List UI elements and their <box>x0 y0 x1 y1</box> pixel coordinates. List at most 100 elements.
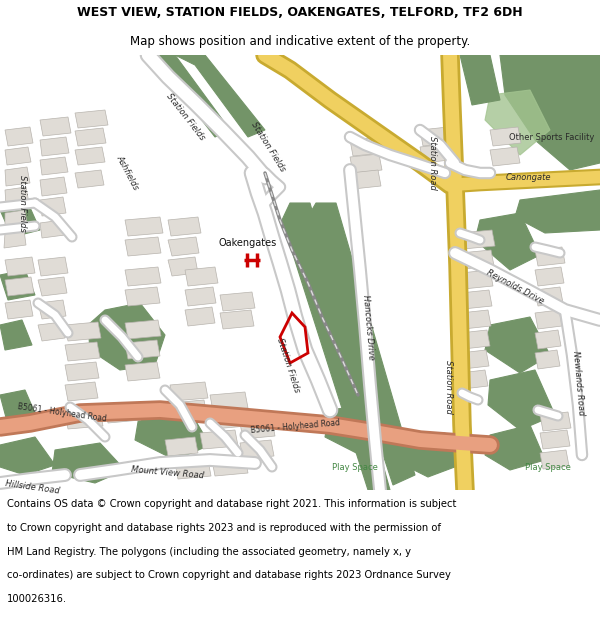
Polygon shape <box>240 440 274 459</box>
Text: Hancocks Drive: Hancocks Drive <box>361 294 376 360</box>
Polygon shape <box>460 310 491 329</box>
Polygon shape <box>535 330 561 349</box>
Polygon shape <box>220 310 254 329</box>
Polygon shape <box>5 127 33 146</box>
Text: Station Fields: Station Fields <box>17 174 26 231</box>
Text: Station Fields: Station Fields <box>275 337 301 393</box>
Polygon shape <box>485 425 545 470</box>
Polygon shape <box>38 322 65 341</box>
Polygon shape <box>5 257 35 276</box>
Polygon shape <box>0 270 35 300</box>
Polygon shape <box>460 270 493 289</box>
Polygon shape <box>168 217 201 236</box>
Polygon shape <box>185 287 216 306</box>
Polygon shape <box>75 147 105 165</box>
Polygon shape <box>490 147 520 166</box>
Polygon shape <box>40 157 68 175</box>
Text: Station Road: Station Road <box>443 360 452 414</box>
Polygon shape <box>0 203 40 237</box>
Polygon shape <box>40 197 66 216</box>
Polygon shape <box>135 403 210 460</box>
Polygon shape <box>40 137 69 156</box>
Polygon shape <box>212 457 248 476</box>
Polygon shape <box>420 127 451 146</box>
Polygon shape <box>125 237 161 256</box>
Text: HM Land Registry. The polygons (including the associated geometry, namely x, y: HM Land Registry. The polygons (includin… <box>7 547 411 557</box>
Polygon shape <box>282 203 390 490</box>
Polygon shape <box>175 460 211 479</box>
Polygon shape <box>350 137 383 156</box>
Text: Play Space: Play Space <box>332 462 378 471</box>
Text: WEST VIEW, STATION FIELDS, OAKENGATES, TELFORD, TF2 6DH: WEST VIEW, STATION FIELDS, OAKENGATES, T… <box>77 6 523 19</box>
Polygon shape <box>535 267 564 286</box>
Polygon shape <box>490 127 521 146</box>
Polygon shape <box>175 55 265 137</box>
Polygon shape <box>40 177 67 196</box>
Text: Play Space: Play Space <box>525 462 571 471</box>
Polygon shape <box>460 55 500 105</box>
Polygon shape <box>210 410 247 429</box>
Polygon shape <box>210 392 248 411</box>
Polygon shape <box>400 433 460 477</box>
Polygon shape <box>38 300 66 319</box>
Polygon shape <box>65 322 101 341</box>
Polygon shape <box>75 110 108 128</box>
Polygon shape <box>0 320 32 350</box>
Polygon shape <box>75 170 104 188</box>
Polygon shape <box>5 277 34 296</box>
Text: Oakengates: Oakengates <box>219 238 277 248</box>
Polygon shape <box>5 210 27 228</box>
Text: to Crown copyright and database rights 2023 and is reproduced with the permissio: to Crown copyright and database rights 2… <box>7 523 441 533</box>
Polygon shape <box>420 144 450 163</box>
Polygon shape <box>535 350 560 369</box>
Text: Hillside Road: Hillside Road <box>4 479 60 495</box>
Polygon shape <box>170 400 207 419</box>
Text: Station Fields: Station Fields <box>249 121 287 174</box>
Polygon shape <box>535 247 565 266</box>
Text: 100026316.: 100026316. <box>7 594 67 604</box>
Polygon shape <box>325 403 405 460</box>
Polygon shape <box>5 187 29 206</box>
Polygon shape <box>185 307 215 326</box>
Text: co-ordinates) are subject to Crown copyright and database rights 2023 Ordnance S: co-ordinates) are subject to Crown copyr… <box>7 571 451 581</box>
Polygon shape <box>460 330 490 349</box>
Polygon shape <box>306 203 415 485</box>
Polygon shape <box>125 267 161 286</box>
Polygon shape <box>460 230 495 249</box>
Text: Newlands Road: Newlands Road <box>571 350 586 416</box>
Polygon shape <box>540 450 569 469</box>
Polygon shape <box>460 250 494 269</box>
Polygon shape <box>540 412 571 431</box>
Polygon shape <box>515 190 600 233</box>
Polygon shape <box>75 128 106 146</box>
Polygon shape <box>168 237 199 256</box>
Polygon shape <box>65 362 99 381</box>
Polygon shape <box>125 287 160 306</box>
Polygon shape <box>475 213 540 270</box>
Text: Map shows position and indicative extent of the property.: Map shows position and indicative extent… <box>130 35 470 48</box>
Polygon shape <box>460 370 488 389</box>
Polygon shape <box>5 300 33 319</box>
Polygon shape <box>170 382 208 401</box>
Polygon shape <box>0 390 38 425</box>
Polygon shape <box>65 342 100 361</box>
Polygon shape <box>485 90 550 155</box>
Polygon shape <box>125 217 163 236</box>
Polygon shape <box>40 220 65 238</box>
Text: Ashfields: Ashfields <box>115 154 141 192</box>
Text: Mount View Road: Mount View Road <box>131 466 205 481</box>
Polygon shape <box>125 340 160 359</box>
Polygon shape <box>4 230 26 248</box>
Text: Station Road: Station Road <box>427 136 437 190</box>
Polygon shape <box>460 350 489 369</box>
Polygon shape <box>65 410 103 429</box>
Polygon shape <box>535 287 563 306</box>
Polygon shape <box>540 430 570 449</box>
Polygon shape <box>350 154 382 173</box>
Polygon shape <box>125 362 160 381</box>
Polygon shape <box>88 303 165 370</box>
Polygon shape <box>52 443 125 483</box>
Polygon shape <box>0 437 55 475</box>
Polygon shape <box>38 257 68 276</box>
Text: Canongate: Canongate <box>505 173 551 181</box>
